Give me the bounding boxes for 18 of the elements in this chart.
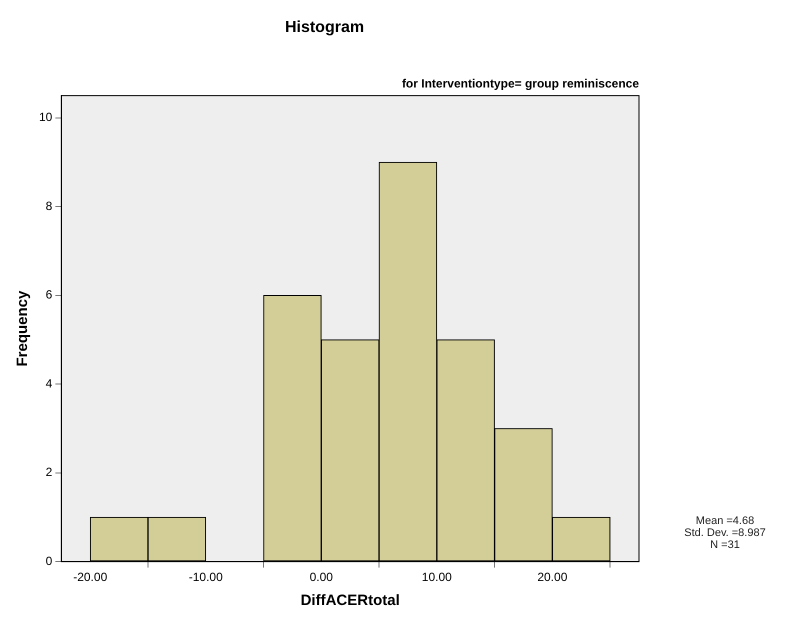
y-tick-label: 6 [46,288,53,302]
x-tick-label: 0.00 [310,570,334,584]
y-tick-label: 2 [46,465,53,480]
text: Std. Dev. =8.987 [683,527,767,539]
x-axis-title: DiffACERtotal [300,592,400,610]
y-tick-label: 8 [46,198,53,213]
x-tick-label: 10.00 [422,570,452,584]
x-tick-label: 20.00 [537,570,568,584]
x-tick-label: -20.00 [73,570,108,584]
y-tick-label: 10 [38,110,53,124]
x-tick-label: -10.00 [188,570,224,584]
text: N =31 [709,539,741,551]
y-tick-label: 0 [46,554,53,568]
y-axis-title: Frequency [14,290,32,367]
chart-title: Histogram [284,19,364,36]
text: Mean =4.68 [694,515,756,527]
y-tick-label: 4 [46,376,53,390]
chart-subtitle: for Interventiontype= group reminiscence [402,76,640,91]
